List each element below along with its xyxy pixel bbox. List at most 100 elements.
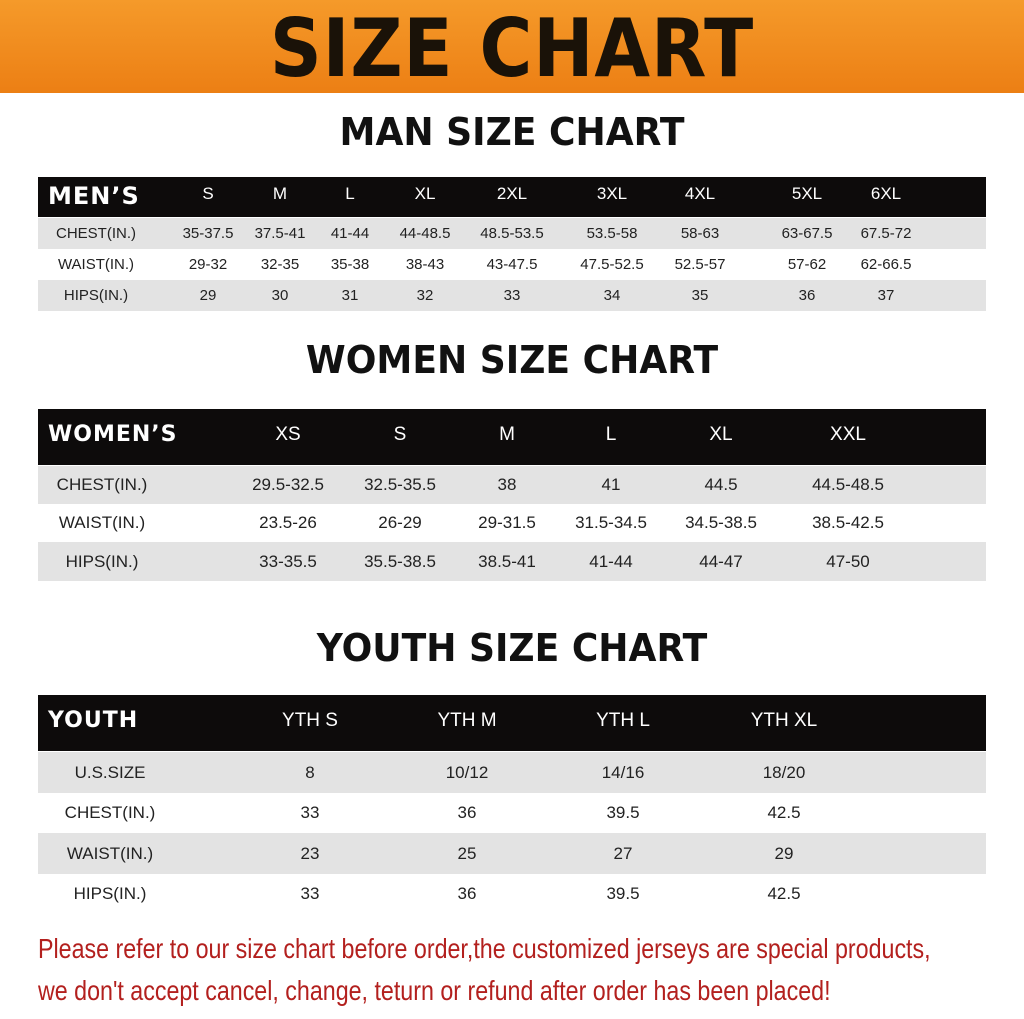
men-size-table: MEN’S S M L XL 2XL 3XL 4XL 5XL 6XL CHEST(IN.) 35-37… [38, 177, 986, 311]
table-row: HIPS(IN.) 29 30 31 32 33 34 35 36 37 [38, 280, 986, 311]
table-cell: 18/20 [762, 763, 806, 782]
row-label: CHEST(IN.) [56, 225, 136, 242]
table-cell: 14/16 [601, 763, 645, 782]
table-cell: 36 [457, 884, 477, 903]
table-cell: 37 [877, 287, 895, 304]
table-cell: 38.5-42.5 [812, 513, 884, 532]
size-header: 5XL [791, 184, 823, 203]
table-cell: 32 [416, 287, 434, 304]
table-row: HIPS(IN.) 33 36 39.5 42.5 [38, 874, 986, 914]
size-header: 3XL [596, 184, 628, 203]
table-cell: 62-66.5 [860, 256, 912, 273]
row-label: CHEST(IN.) [64, 803, 156, 822]
table-row: WAIST(IN.) 23.5-26 26-29 29-31.5 31.5-34.5 34… [38, 504, 986, 542]
table-cell: 38 [497, 475, 517, 494]
table-cell: 32.5-35.5 [364, 475, 436, 494]
size-header: YTH S [282, 710, 338, 731]
table-cell: 42.5 [767, 803, 801, 822]
size-header: 6XL [870, 184, 902, 203]
size-header: XL [709, 424, 733, 445]
table-row: CHEST(IN.) 29.5-32.5 32.5-35.5 38 41 44.5 44.5… [38, 466, 986, 504]
table-cell: 29-32 [188, 256, 228, 273]
banner: SIZE CHART [0, 0, 1024, 95]
size-header: YTH L [596, 710, 650, 731]
table-cell: 42.5 [767, 884, 801, 903]
table-row: WAIST(IN.) 29-32 32-35 35-38 38-43 43-47.5 47.… [38, 249, 986, 280]
table-cell: 10/12 [445, 763, 489, 782]
table-row: HIPS(IN.) 33-35.5 35.5-38.5 38.5-41 41-44 44-… [38, 542, 986, 581]
table-cell: 44-48.5 [399, 225, 451, 242]
table-cell: 25 [457, 844, 477, 863]
size-header: S [393, 424, 407, 445]
table-cell: 23.5-26 [259, 513, 317, 532]
header-label: WOMEN’S [48, 422, 178, 447]
row-label: HIPS(IN.) [73, 884, 147, 903]
table-row: CHEST(IN.) 35-37.5 37.5-41 41-44 44-48.5 48.5… [38, 218, 986, 249]
header-label: MEN’S [48, 182, 140, 210]
table-cell: 41 [601, 475, 621, 494]
table-cell: 32-35 [260, 256, 300, 273]
table-cell: 26-29 [378, 513, 422, 532]
table-cell: 53.5-58 [586, 225, 638, 242]
table-cell: 33 [503, 287, 521, 304]
table-cell: 39.5 [606, 803, 640, 822]
size-header: XL [414, 184, 436, 203]
table-cell: 44.5-48.5 [812, 475, 884, 494]
table-cell: 38-43 [405, 256, 445, 273]
table-cell: 44-47 [699, 552, 743, 571]
table-cell: 38.5-41 [478, 552, 536, 571]
table-cell: 41-44 [589, 552, 633, 571]
row-label: CHEST(IN.) [56, 475, 148, 494]
size-header: YTH M [437, 710, 497, 731]
table-cell: 37.5-41 [254, 225, 306, 242]
table-cell: 57-62 [787, 256, 827, 273]
table-cell: 31.5-34.5 [575, 513, 647, 532]
size-header: YTH XL [750, 710, 818, 731]
row-label: WAIST(IN.) [57, 256, 135, 273]
size-header: 2XL [496, 184, 528, 203]
table-cell: 31 [341, 287, 359, 304]
table-row: U.S.SIZE 8 10/12 14/16 18/20 [38, 752, 986, 793]
table-cell: 48.5-53.5 [480, 225, 544, 242]
table-cell: 36 [457, 803, 477, 822]
size-header: S [202, 184, 214, 203]
table-row: CHEST(IN.) 33 36 39.5 42.5 [38, 793, 986, 833]
row-label: HIPS(IN.) [63, 287, 129, 304]
table-cell: 44.5 [704, 475, 738, 494]
table-cell: 30 [271, 287, 289, 304]
table-cell: 58-63 [680, 225, 720, 242]
youth-section-title: YOUTH SIZE CHART [316, 626, 708, 670]
table-row: WAIST(IN.) 23 25 27 29 [38, 833, 986, 874]
women-size-table: WOMEN’S XS S M L XL XXL CHEST(IN.) 29.5-32.5 32.5… [38, 409, 986, 581]
table-cell: 29.5-32.5 [252, 475, 324, 494]
table-cell: 33 [300, 803, 320, 822]
policy-note-line-2: we don't accept cancel, change, teturn o… [38, 975, 831, 1006]
table-cell: 23 [300, 844, 320, 863]
table-cell: 29 [199, 287, 217, 304]
row-label: WAIST(IN.) [58, 513, 146, 532]
table-cell: 52.5-57 [674, 256, 726, 273]
table-cell: 67.5-72 [860, 225, 912, 242]
table-header-row: YOUTH YTH S YTH M YTH L YTH XL [38, 695, 986, 751]
table-cell: 47-50 [826, 552, 870, 571]
table-header-row: WOMEN’S XS S M L XL XXL [38, 409, 986, 465]
table-cell: 35-37.5 [182, 225, 234, 242]
table-cell: 39.5 [606, 884, 640, 903]
table-cell: 29 [774, 844, 794, 863]
row-label: WAIST(IN.) [66, 844, 154, 863]
table-cell: 33-35.5 [259, 552, 317, 571]
size-header: M [499, 424, 515, 445]
table-cell: 63-67.5 [781, 225, 833, 242]
size-header: L [605, 424, 617, 445]
size-header: M [272, 184, 288, 203]
table-cell: 33 [300, 884, 320, 903]
table-header-row: MEN’S S M L XL 2XL 3XL 4XL 5XL 6XL [38, 177, 986, 217]
table-cell: 43-47.5 [486, 256, 538, 273]
table-cell: 8 [305, 763, 315, 782]
youth-size-table: YOUTH YTH S YTH M YTH L YTH XL U.S.SIZE 8 10/12… [38, 695, 986, 914]
row-label: HIPS(IN.) [65, 552, 139, 571]
policy-note-line-1: Please refer to our size chart before or… [38, 933, 931, 964]
table-cell: 47.5-52.5 [580, 256, 644, 273]
table-cell: 41-44 [330, 225, 370, 242]
table-cell: 35-38 [330, 256, 370, 273]
